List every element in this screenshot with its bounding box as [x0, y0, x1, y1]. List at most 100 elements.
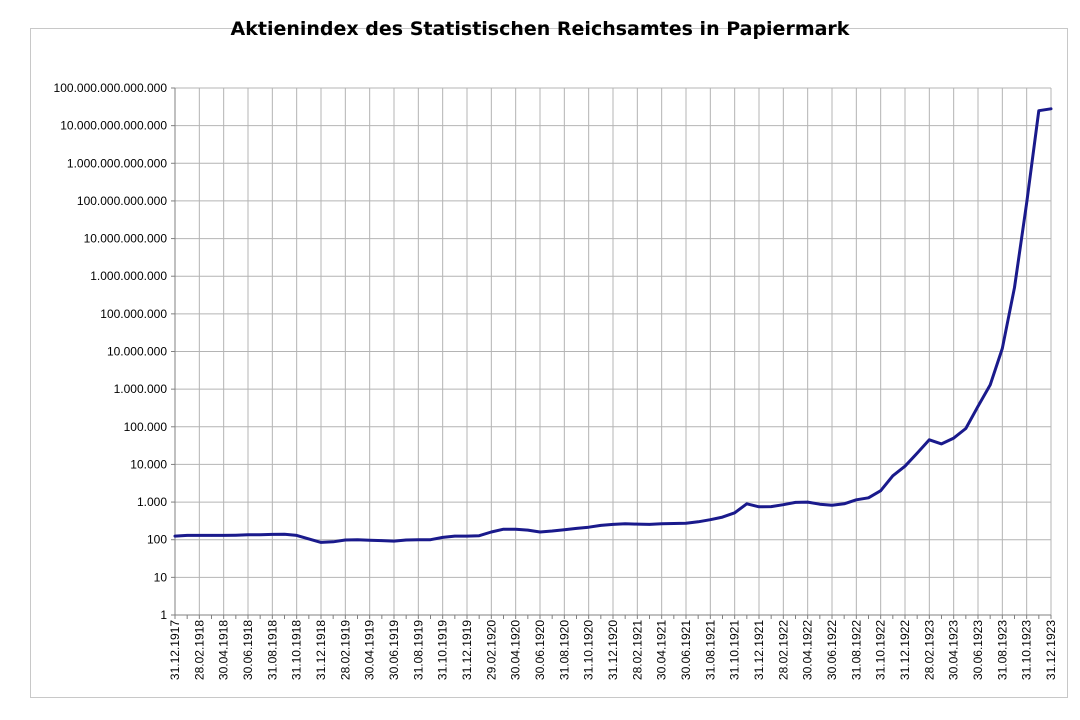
x-tick-label: 31.08.1919: [411, 620, 425, 680]
x-tick-label: 30.04.1920: [509, 620, 523, 680]
data-point: [1013, 286, 1016, 289]
data-point: [198, 534, 201, 537]
y-tick-label: 10.000.000.000: [84, 232, 168, 246]
data-point: [392, 539, 396, 543]
data-point: [830, 504, 834, 507]
x-tick-label: 31.10.1920: [582, 620, 596, 680]
data-point: [697, 520, 700, 523]
data-point: [551, 529, 554, 533]
horizontal-gridlines: [175, 87, 1051, 616]
data-point: [770, 505, 773, 508]
data-point: [283, 533, 286, 536]
y-tick-label: 10.000: [130, 457, 167, 471]
data-point: [952, 436, 955, 440]
x-tick-label: 31.12.1918: [314, 620, 328, 680]
x-tick-label: 30.06.1919: [387, 620, 401, 680]
data-point: [964, 427, 967, 430]
data-point: [575, 527, 578, 530]
data-point: [417, 538, 420, 541]
data-point: [757, 505, 761, 508]
data-point: [599, 524, 602, 527]
data-point: [332, 540, 335, 543]
data-point: [818, 503, 821, 506]
data-point: [356, 538, 359, 541]
x-tick-label: 30.04.1919: [363, 620, 377, 680]
x-tick-label: 31.12.1921: [752, 620, 766, 680]
axes: [171, 87, 1052, 619]
x-tick-label: 28.02.1921: [630, 620, 644, 680]
x-tick-label: 31.08.1920: [557, 620, 571, 680]
data-point: [903, 465, 907, 468]
y-tick-label: 1.000.000.000: [90, 269, 167, 283]
x-tick-label: 31.08.1918: [265, 620, 279, 680]
x-tick-label: 31.08.1921: [703, 620, 717, 680]
data-point: [976, 405, 980, 408]
series-group: [173, 107, 1053, 544]
data-point: [319, 541, 323, 544]
data-point: [271, 533, 274, 536]
y-tick-label: 1: [160, 608, 167, 622]
x-tick-label: 30.04.1922: [801, 620, 815, 680]
data-point: [563, 528, 566, 531]
y-tick-label: 100.000.000.000.000: [54, 81, 168, 95]
x-tick-label: 31.12.1923: [1044, 620, 1058, 680]
data-point: [307, 537, 310, 541]
data-point: [940, 442, 943, 446]
data-point: [259, 533, 262, 536]
data-point: [855, 498, 858, 501]
x-tick-label: 31.12.1917: [168, 620, 182, 680]
chart-frame: [30, 28, 1068, 698]
data-point: [794, 501, 797, 504]
y-tick-label: 100.000.000.000: [77, 194, 167, 208]
data-point: [733, 511, 736, 514]
y-tick-label: 10.000.000: [107, 345, 167, 359]
y-tick-label: 1.000.000.000.000: [67, 156, 167, 170]
x-tick-label: 31.10.1922: [874, 620, 888, 680]
data-point: [928, 438, 931, 441]
data-point: [989, 383, 992, 387]
x-tick-label: 31.12.1920: [606, 620, 620, 680]
data-point: [721, 515, 724, 519]
data-point: [186, 534, 189, 537]
x-tick-label: 30.06.1923: [971, 620, 985, 680]
data-point: [745, 502, 748, 505]
data-point: [478, 534, 481, 537]
data-point: [843, 502, 846, 505]
data-point: [538, 530, 542, 534]
data-point: [173, 534, 177, 538]
data-point: [1001, 347, 1004, 350]
x-tick-label: 30.06.1918: [241, 620, 255, 680]
y-tick-label: 10: [154, 570, 168, 584]
x-tick-label: 30.06.1920: [533, 620, 547, 680]
x-tick-label: 28.02.1919: [338, 620, 352, 680]
data-point: [502, 528, 505, 531]
data-point: [636, 522, 639, 526]
data-point: [611, 523, 615, 526]
data-point: [709, 518, 712, 521]
data-point: [684, 522, 688, 525]
x-tick-label: 28.02.1918: [192, 620, 206, 680]
y-tick-label: 100.000.000: [100, 307, 167, 321]
x-tick-label: 29.02.1920: [484, 620, 498, 680]
x-tick-label: 31.08.1923: [995, 620, 1009, 680]
data-point: [514, 528, 517, 531]
data-point: [380, 539, 383, 542]
data-point: [295, 534, 298, 537]
x-tick-label: 28.02.1922: [776, 620, 790, 680]
y-tick-label: 1.000: [137, 495, 167, 509]
data-point: [624, 522, 627, 525]
x-tick-label: 31.12.1919: [460, 620, 474, 680]
x-tick-label: 31.10.1921: [728, 620, 742, 680]
data-point: [660, 522, 663, 525]
y-tick-label: 10.000.000.000.000: [60, 119, 167, 133]
data-point: [453, 534, 456, 538]
data-point: [891, 474, 894, 477]
y-tick-labels: 1 10 100 1.000 10.000 100.000 1.000.000 10.000.…: [54, 81, 168, 622]
data-point: [405, 538, 408, 542]
data-point: [465, 534, 469, 538]
data-point: [672, 522, 675, 525]
data-point: [879, 489, 882, 492]
x-tick-label: 30.06.1921: [679, 620, 693, 680]
x-tick-label: 30.04.1923: [947, 620, 961, 680]
